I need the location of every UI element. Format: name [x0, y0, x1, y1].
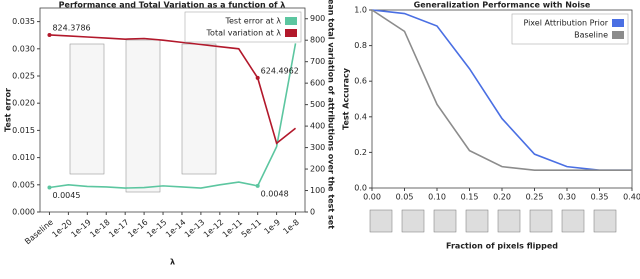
- x-tick-label: 0.15: [461, 193, 479, 202]
- x-tick-label: 0.30: [558, 193, 576, 202]
- legend-label: Pixel Attribution Prior: [523, 19, 608, 28]
- series-line: [371, 9, 632, 171]
- data-label: 624.4962: [261, 66, 299, 75]
- digit-panel: [125, 39, 161, 193]
- y2-tick-label: 600: [310, 79, 325, 88]
- attribution-panel: [69, 43, 105, 175]
- labeled-point: [47, 185, 52, 190]
- y-axis-label: Test error: [4, 88, 13, 132]
- y-tick-label: 0.035: [12, 17, 35, 26]
- y2-tick-label: 200: [310, 165, 325, 174]
- y2-tick-label: 900: [310, 14, 325, 23]
- noisy-digit: [529, 209, 553, 233]
- labeled-point: [47, 32, 52, 37]
- legend-swatch: [612, 19, 624, 27]
- y-tick-label: 0.2: [354, 148, 367, 157]
- noisy-digit: [401, 209, 425, 233]
- y-axis-label: Test Accuracy: [342, 67, 351, 130]
- y2-tick-label: 800: [310, 36, 325, 45]
- legend-box: [511, 13, 629, 45]
- y-tick-label: 0.6: [354, 77, 367, 86]
- legend-label: Total variation at λ: [206, 29, 282, 38]
- noisy-digit: [561, 209, 585, 233]
- x-tick-label: 0.10: [428, 193, 446, 202]
- plot-frame: [371, 9, 633, 189]
- y2-tick-label: 300: [310, 143, 325, 152]
- legend-swatch: [612, 31, 624, 39]
- chart-title: Performance and Total Variation as a fun…: [59, 1, 286, 10]
- plot-frame: [39, 7, 306, 213]
- data-label: 0.0048: [261, 189, 289, 198]
- legend-label: Baseline: [574, 31, 608, 40]
- y-tick-label: 0.4: [354, 112, 367, 121]
- y-tick-label: 0.000: [12, 208, 35, 217]
- y-tick-label: 0.030: [12, 44, 35, 53]
- y-tick-label: 0.005: [12, 180, 35, 189]
- digit-illustrations: [69, 39, 217, 193]
- series-line: [371, 9, 632, 171]
- attribution-panel: [181, 43, 217, 175]
- noisy-digit: [433, 209, 457, 233]
- y-tick-label: 0.025: [12, 72, 35, 81]
- legend-swatch: [285, 29, 297, 37]
- legend-box: [184, 11, 302, 43]
- y2-tick-label: 500: [310, 100, 325, 109]
- data-label: 0.0045: [52, 191, 80, 200]
- y-tick-label: 0.0: [354, 184, 367, 193]
- x-axis-label: λ: [170, 258, 175, 267]
- y-tick-label: 0.015: [12, 126, 35, 135]
- noisy-digit: [369, 209, 393, 233]
- labeled-point: [255, 183, 260, 188]
- data-label: 824.3786: [52, 23, 90, 32]
- series-line: [49, 34, 297, 145]
- legend-label: Test error at λ: [224, 17, 281, 26]
- legend-swatch: [285, 17, 297, 25]
- labeled-point: [255, 75, 260, 80]
- x-tick-label: 0.20: [493, 193, 511, 202]
- y-tick-label: 0.010: [12, 153, 35, 162]
- noisy-digit: [465, 209, 489, 233]
- noisy-digits: [369, 209, 617, 233]
- y2-tick-label: 700: [310, 57, 325, 66]
- chart-title: Generalization Performance with Noise: [414, 1, 591, 10]
- x-axis-label: Fraction of pixels flipped: [446, 242, 558, 251]
- y2-tick-label: 400: [310, 122, 325, 131]
- x-tick-label: 0.35: [591, 193, 609, 202]
- y-tick-label: 0.020: [12, 99, 35, 108]
- noisy-digit: [497, 209, 521, 233]
- y2-tick-label: 100: [310, 186, 325, 195]
- series-line: [49, 43, 297, 189]
- x-tick-label: 0.00: [363, 193, 381, 202]
- y2-axis-label: Mean total variation of attributions ove…: [327, 0, 336, 229]
- x-tick-label: 0.25: [526, 193, 544, 202]
- x-tick-label: 0.05: [396, 193, 414, 202]
- y-tick-label: 0.8: [354, 41, 367, 50]
- noisy-digit: [593, 209, 617, 233]
- x-tick-label: 0.40: [623, 193, 640, 202]
- y-tick-label: 1.0: [354, 6, 367, 15]
- y2-tick-label: 0: [310, 208, 315, 217]
